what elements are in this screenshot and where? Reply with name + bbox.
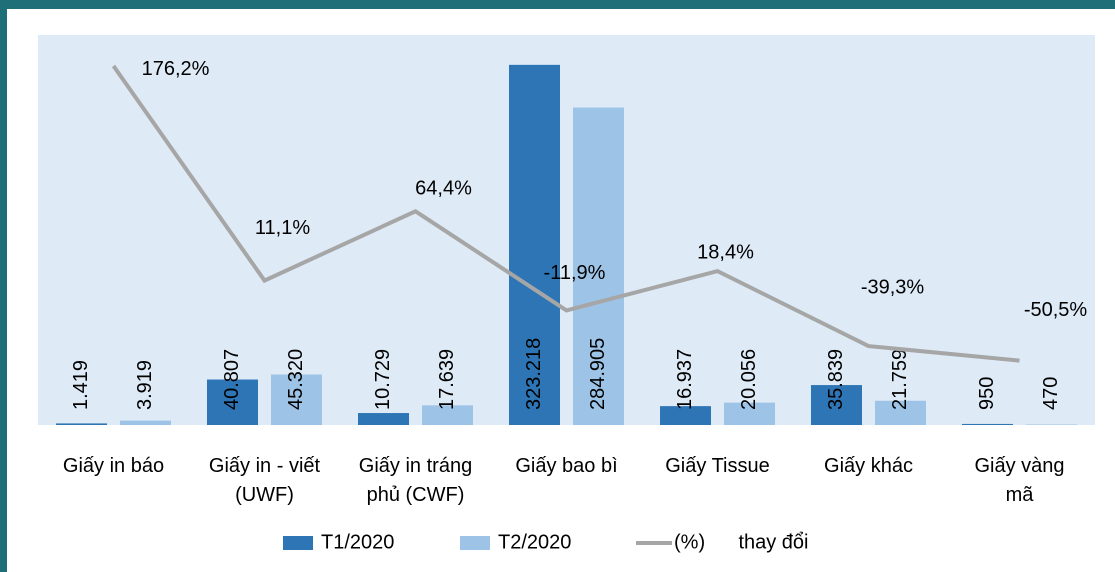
bar	[56, 423, 107, 425]
data-label: 18,4%	[697, 241, 754, 263]
frame-top	[0, 0, 1115, 9]
data-label: 16.937	[674, 349, 696, 410]
line	[111, 64, 1020, 363]
bar	[811, 385, 862, 425]
data-label: 11,1%	[255, 217, 310, 239]
bar	[875, 400, 926, 425]
data-label: 950	[976, 377, 998, 410]
data-label: 176,2%	[142, 58, 210, 80]
bar	[660, 406, 711, 425]
data-label: 470	[1040, 377, 1062, 410]
data-label: 64,4%	[415, 178, 472, 200]
bar	[509, 64, 560, 425]
data-label: 40.807	[221, 349, 243, 410]
legend-label: T2/2020	[498, 531, 571, 553]
bar	[1026, 424, 1077, 425]
legend-label: T1/2020	[321, 531, 394, 553]
x-tick-label: Giấy vàng mã	[974, 455, 1065, 506]
data-label: 45.320	[285, 349, 307, 410]
plot-area	[38, 35, 1095, 425]
x-tick-label: Giấy Tissue	[665, 455, 770, 477]
data-label: 323.218	[523, 338, 545, 410]
x-tick-label: Giấy bao bì	[515, 455, 618, 477]
bar	[207, 379, 258, 425]
legend-label: (%) thay đổi	[674, 531, 809, 553]
legend-swatch	[283, 536, 313, 550]
x-tick-label: Giấy khác	[824, 455, 913, 477]
data-label: -39,3%	[861, 276, 925, 298]
x-tick-label: Giấy in tráng phủ (CWF)	[358, 455, 473, 506]
bar	[724, 402, 775, 425]
bar	[271, 374, 322, 425]
data-label: 284.905	[587, 338, 609, 410]
data-label: 35.839	[825, 349, 847, 410]
bar	[358, 413, 409, 425]
bar	[573, 107, 624, 426]
frame-left	[0, 0, 7, 572]
bar	[422, 405, 473, 425]
data-label: 1.419	[70, 360, 92, 410]
data-label: -11,9%	[544, 262, 606, 284]
bar	[962, 423, 1013, 425]
data-label: -50,5%	[1024, 299, 1088, 321]
legend-swatch	[460, 536, 490, 550]
bar	[120, 420, 171, 425]
data-label: 21.759	[889, 349, 911, 410]
x-tick-label: Giấy in báo	[62, 455, 165, 477]
x-tick-label: Giấy in - viết (UWF)	[208, 455, 321, 506]
data-label: 17.639	[436, 349, 458, 410]
data-label: 20.056	[738, 349, 760, 410]
data-label: 3.919	[134, 360, 156, 410]
data-label: 10.729	[372, 349, 394, 410]
